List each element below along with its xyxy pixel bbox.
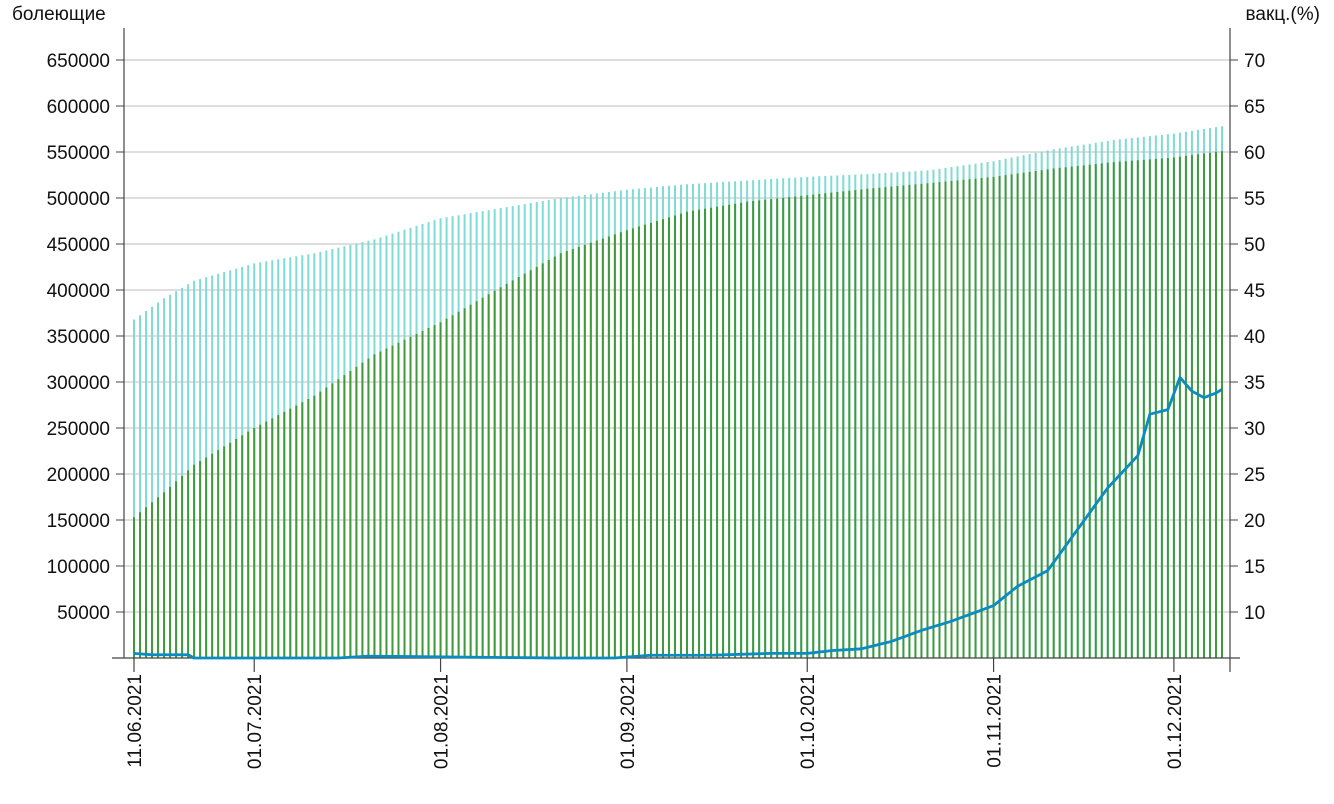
- left-tick-label: 450000: [47, 235, 110, 256]
- right-tick-label: 60: [1244, 143, 1265, 164]
- x-tick-label: 01.11.2021: [985, 674, 1006, 768]
- left-tick-label: 100000: [47, 557, 110, 578]
- left-tick-label: 600000: [47, 97, 110, 118]
- sick-count-line: [133, 376, 1223, 660]
- right-tick-label: 45: [1244, 281, 1265, 302]
- right-tick-label: 25: [1244, 465, 1265, 486]
- left-tick-label: 200000: [47, 465, 110, 486]
- x-tick-label: 01.12.2021: [1165, 674, 1186, 769]
- x-tick-label: 01.10.2021: [798, 674, 819, 769]
- left-tick-label: 150000: [47, 511, 110, 532]
- left-tick-label: 350000: [47, 327, 110, 348]
- left-tick-label: 300000: [47, 373, 110, 394]
- right-tick-label: 40: [1244, 327, 1265, 348]
- right-tick-label: 50: [1244, 235, 1265, 256]
- x-tick-label: 01.09.2021: [618, 674, 639, 769]
- right-tick-label: 70: [1244, 51, 1265, 72]
- x-tick-label: 01.07.2021: [245, 674, 266, 769]
- right-tick-label: 55: [1244, 189, 1265, 210]
- x-tick-label: 11.06.2021: [125, 674, 146, 768]
- x-tick-label: 01.08.2021: [432, 674, 453, 769]
- sick-count-line-group: [133, 376, 1223, 660]
- left-axis-label: болеющие: [12, 4, 106, 25]
- left-tick-label: 400000: [47, 281, 110, 302]
- right-tick-label: 15: [1244, 557, 1265, 578]
- left-tick-label: 500000: [47, 189, 110, 210]
- right-tick-label: 10: [1244, 603, 1265, 624]
- left-tick-label: 550000: [47, 143, 110, 164]
- right-tick-label: 65: [1244, 97, 1265, 118]
- tick-labels: 50000 100000 150000 200000 250000 300000 35000…: [47, 51, 1266, 769]
- left-tick-label: 50000: [57, 603, 110, 624]
- left-tick-label: 250000: [47, 419, 110, 440]
- right-axis-label: вакц.(%): [1246, 4, 1320, 25]
- right-tick-label: 20: [1244, 511, 1265, 532]
- left-tick-label: 650000: [47, 51, 110, 72]
- right-tick-label: 30: [1244, 419, 1265, 440]
- right-tick-label: 35: [1244, 373, 1265, 394]
- fully-vaccinated-bars: [133, 151, 1223, 658]
